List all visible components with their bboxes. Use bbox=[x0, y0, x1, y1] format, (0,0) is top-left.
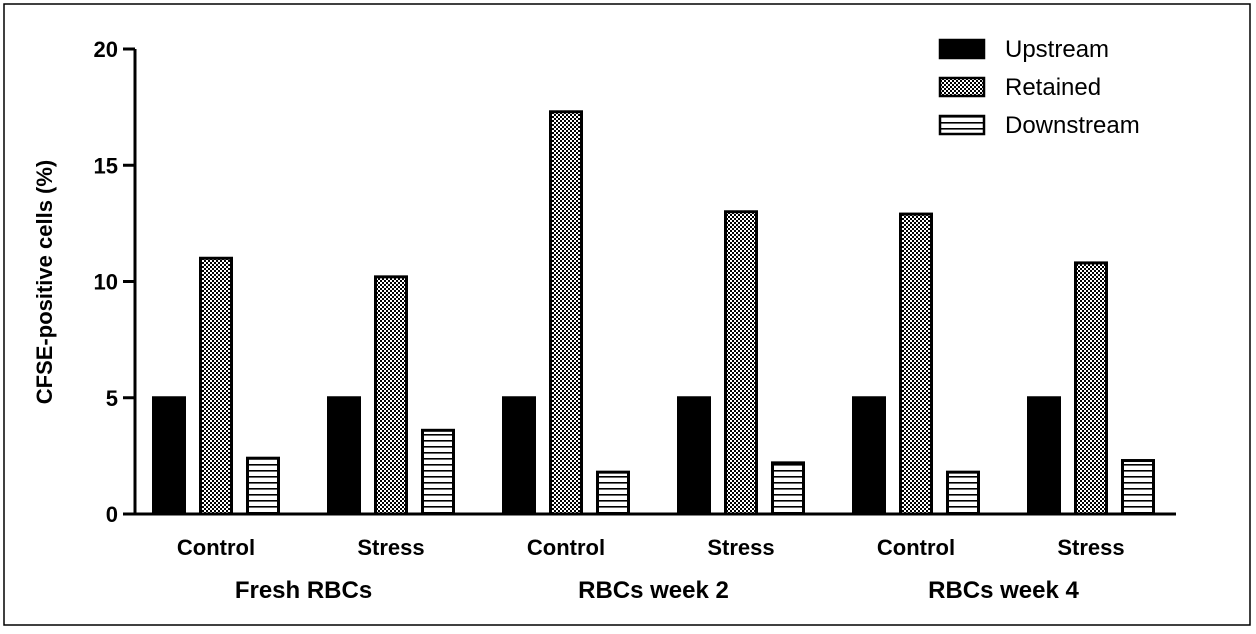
bars bbox=[152, 110, 1155, 516]
x-category-label: Control bbox=[527, 535, 605, 560]
legend-label-upstream: Upstream bbox=[1005, 36, 1109, 63]
legend: Upstream Retained Downstream bbox=[938, 36, 1140, 139]
bar-retained-3 bbox=[549, 110, 583, 516]
legend-swatch-retained bbox=[938, 76, 986, 98]
bar-upstream-2 bbox=[327, 396, 361, 516]
x-category-label: Stress bbox=[357, 535, 424, 560]
x-axis-labels: Control Stress Control Stress Control Stress F… bbox=[177, 535, 1125, 604]
x-category-label: Control bbox=[177, 535, 255, 560]
legend-swatch-downstream bbox=[938, 114, 986, 136]
bar-retained-1 bbox=[199, 256, 233, 516]
bar-upstream-4 bbox=[677, 396, 711, 516]
bar-retained-4 bbox=[724, 210, 758, 516]
y-axis-title: CFSE-positive cells (%) bbox=[32, 160, 57, 405]
legend-label-downstream: Downstream bbox=[1005, 112, 1140, 139]
chart-border bbox=[3, 3, 1251, 626]
x-group-label: Fresh RBCs bbox=[235, 577, 372, 604]
legend-label-retained: Retained bbox=[1005, 74, 1101, 101]
legend-swatch-upstream bbox=[938, 38, 986, 60]
y-tick-label: 20 bbox=[94, 37, 118, 62]
x-category-label: Stress bbox=[1057, 535, 1124, 560]
bar-downstream-5 bbox=[946, 470, 980, 516]
x-group-label: RBCs week 2 bbox=[578, 577, 729, 604]
bar-downstream-1 bbox=[246, 456, 280, 516]
bar-upstream-1 bbox=[152, 396, 186, 516]
bar-downstream-2 bbox=[421, 428, 455, 516]
bar-downstream-4 bbox=[771, 461, 805, 516]
x-category-label: Control bbox=[877, 535, 955, 560]
bar-downstream-6 bbox=[1121, 459, 1155, 516]
bar-retained-6 bbox=[1074, 261, 1108, 516]
y-tick-label: 0 bbox=[106, 502, 118, 527]
bar-retained-2 bbox=[374, 275, 408, 516]
bar-upstream-3 bbox=[502, 396, 536, 516]
y-tick-label: 5 bbox=[106, 386, 118, 411]
axes: 0 5 10 15 20 bbox=[94, 37, 1176, 527]
y-tick-label: 10 bbox=[94, 270, 118, 295]
bar-upstream-5 bbox=[852, 396, 886, 516]
y-tick-label: 15 bbox=[94, 153, 118, 178]
bar-downstream-3 bbox=[596, 470, 630, 516]
bar-retained-5 bbox=[899, 212, 933, 516]
x-group-label: RBCs week 4 bbox=[928, 577, 1079, 604]
bar-upstream-6 bbox=[1027, 396, 1061, 516]
x-category-label: Stress bbox=[707, 535, 774, 560]
